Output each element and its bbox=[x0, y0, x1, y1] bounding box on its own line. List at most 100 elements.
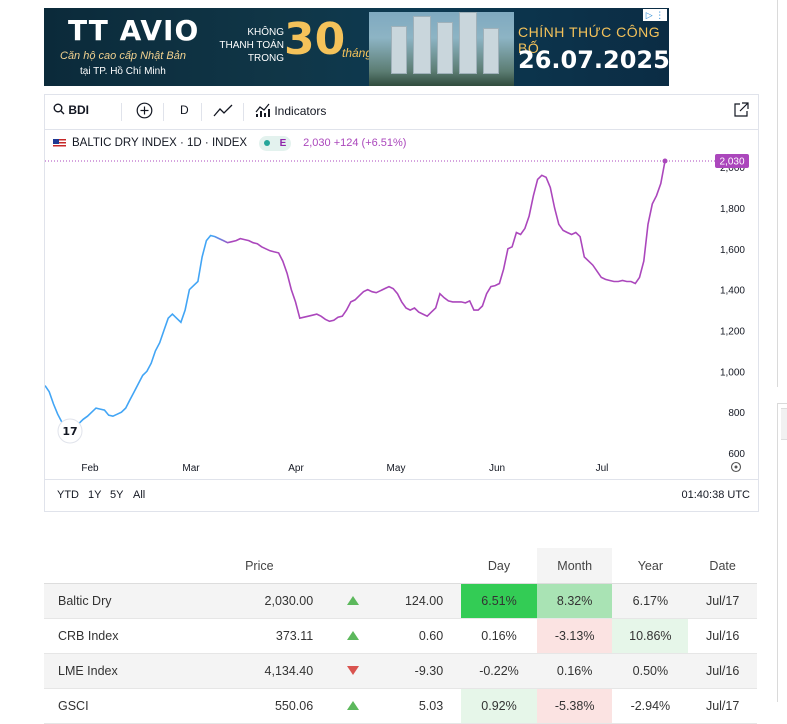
ad-tower bbox=[413, 16, 431, 74]
col-name bbox=[44, 548, 205, 584]
col-day[interactable]: Day bbox=[461, 548, 537, 584]
toolbar-divider bbox=[121, 103, 122, 121]
range-5y[interactable]: 5Y bbox=[110, 489, 124, 501]
ad-banner[interactable]: TT AVIO Căn hộ cao cấp Nhật Bản tại TP. … bbox=[44, 8, 669, 86]
table-header-row: Price Day Month Year Date bbox=[44, 548, 757, 584]
x-axis: Feb Mar Apr May Jun Jul bbox=[81, 463, 608, 474]
commodity-name[interactable]: Baltic Dry bbox=[44, 583, 205, 619]
chart-widget: BDI D Indicators bbox=[44, 94, 759, 512]
x-tick-label: Feb bbox=[81, 463, 99, 474]
popout-icon bbox=[734, 102, 749, 117]
col-date: Date bbox=[688, 548, 757, 584]
x-tick-label: Jun bbox=[489, 463, 505, 474]
ad-tower bbox=[459, 12, 477, 74]
month-change-cell: 8.32% bbox=[536, 583, 613, 619]
last-value-label: 2,030 bbox=[715, 154, 749, 168]
range-all[interactable]: All bbox=[133, 489, 146, 501]
ad-months-word: tháng bbox=[342, 46, 373, 60]
price-chart[interactable]: 600 800 1,000 1,200 1,400 1,600 1,800 2,000 Feb… bbox=[45, 95, 758, 479]
month-change-cell: 0.16% bbox=[536, 653, 613, 689]
scrollbar-thumb[interactable] bbox=[781, 408, 787, 440]
add-compare-button[interactable] bbox=[136, 102, 153, 122]
toolbar-divider bbox=[163, 103, 164, 121]
table-row[interactable]: LME Index 4,134.40 -9.30 -0.22% 0.16% 0.50% Ju… bbox=[44, 653, 757, 689]
side-scrollbar[interactable] bbox=[777, 0, 787, 387]
us-flag-icon bbox=[53, 138, 66, 148]
day-change-cell: 0.16% bbox=[461, 618, 537, 654]
table-row[interactable]: GSCI 550.06 5.03 0.92% -5.38% -2.94% Jul/17 bbox=[44, 688, 757, 724]
day-change-cell: 0.92% bbox=[461, 688, 537, 724]
ad-logo: TT AVIO bbox=[68, 14, 200, 47]
range-ytd[interactable]: YTD bbox=[57, 489, 79, 501]
toolbar-divider bbox=[243, 103, 244, 121]
col-change bbox=[392, 548, 462, 584]
symbol-label: BDI bbox=[68, 103, 90, 117]
table-row[interactable]: CRB Index 373.11 0.60 0.16% -3.13% 10.86% Jul/… bbox=[44, 618, 757, 654]
series-line bbox=[45, 160, 666, 427]
price-cell: 4,134.40 bbox=[204, 653, 314, 689]
search-icon bbox=[53, 103, 65, 115]
ad-pay-line: TRONG bbox=[247, 53, 284, 64]
x-tick-label: May bbox=[387, 463, 406, 474]
chart-settings-icon[interactable] bbox=[730, 461, 742, 473]
y-tick-label: 1,800 bbox=[720, 204, 745, 215]
indicators-label: Indicators bbox=[274, 104, 327, 118]
date-cell: Jul/16 bbox=[688, 653, 757, 689]
ad-announce: CHÍNH THỨC CÔNG BỐ bbox=[518, 24, 661, 56]
commodity-name[interactable]: GSCI bbox=[44, 688, 205, 724]
y-tick-label: 600 bbox=[728, 449, 745, 460]
change-cell: 0.60 bbox=[392, 618, 462, 654]
x-tick-label: Jul bbox=[596, 463, 609, 474]
commodity-name[interactable]: CRB Index bbox=[44, 618, 205, 654]
legend-values: 2,030 +124 (+6.51%) bbox=[303, 137, 407, 149]
ad-tower bbox=[391, 26, 407, 74]
ad-pay-text: KHÔNG THANH TOÁN TRONG bbox=[204, 26, 284, 65]
price-cell: 550.06 bbox=[204, 688, 314, 724]
x-tick-label: Mar bbox=[182, 463, 200, 474]
col-month[interactable]: Month bbox=[536, 548, 613, 584]
y-tick-label: 2,000 bbox=[720, 163, 745, 174]
y-tick-label: 1,600 bbox=[720, 245, 745, 256]
col-price: Price bbox=[204, 548, 314, 584]
symbol-search[interactable]: BDI bbox=[53, 103, 89, 117]
price-cell: 2,030.00 bbox=[204, 583, 314, 619]
year-change-cell: 10.86% bbox=[612, 618, 689, 654]
adchoices-icon[interactable]: ▷ ⋮ bbox=[643, 9, 667, 21]
side-scrollbar[interactable] bbox=[777, 403, 787, 702]
tradingview-logo[interactable]: 17 bbox=[57, 418, 83, 444]
direction-cell bbox=[313, 653, 393, 689]
year-change-cell: 0.50% bbox=[612, 653, 689, 689]
arrow-down-icon bbox=[346, 666, 359, 675]
month-change-cell: -3.13% bbox=[536, 618, 613, 654]
y-tick-label: 1,000 bbox=[720, 367, 745, 378]
chart-toolbar: BDI D Indicators bbox=[45, 95, 758, 130]
col-year[interactable]: Year bbox=[612, 548, 689, 584]
x-tick-label: Apr bbox=[288, 463, 304, 474]
ad-building-image bbox=[369, 12, 514, 86]
interval-button[interactable]: D bbox=[180, 103, 189, 117]
y-axis: 600 800 1,000 1,200 1,400 1,600 1,800 2,000 bbox=[720, 163, 745, 460]
chart-legend: BALTIC DRY INDEX · 1D · INDEX E 2,030 +1… bbox=[53, 135, 406, 151]
indicators-icon bbox=[255, 103, 270, 117]
arrow-up-icon bbox=[346, 701, 359, 710]
add-compare-icon bbox=[136, 102, 153, 119]
toolbar-divider bbox=[201, 103, 202, 121]
legend-title: BALTIC DRY INDEX · 1D · INDEX bbox=[72, 137, 248, 149]
e-badge: E bbox=[279, 137, 287, 149]
chart-bottom-bar: YTD 1Y 5Y All 01:40:38 UTC bbox=[45, 479, 758, 510]
indicators-button[interactable]: Indicators bbox=[255, 103, 326, 118]
y-tick-label: 800 bbox=[728, 408, 745, 419]
ad-tower bbox=[483, 28, 499, 74]
popout-button[interactable] bbox=[733, 102, 749, 121]
chart-type-button[interactable] bbox=[213, 104, 233, 121]
chart-clock: 01:40:38 UTC bbox=[681, 489, 750, 501]
change-cell: 124.00 bbox=[392, 583, 462, 619]
last-point bbox=[662, 158, 668, 164]
date-cell: Jul/17 bbox=[688, 583, 757, 619]
table-row[interactable]: Baltic Dry 2,030.00 124.00 6.51% 8.32% 6.17% J… bbox=[44, 583, 757, 619]
ad-pay-line: THANH TOÁN bbox=[219, 40, 284, 51]
range-1y[interactable]: 1Y bbox=[88, 489, 102, 501]
y-tick-label: 1,400 bbox=[720, 286, 745, 297]
arrow-up-icon bbox=[346, 596, 359, 605]
commodity-name[interactable]: LME Index bbox=[44, 653, 205, 689]
